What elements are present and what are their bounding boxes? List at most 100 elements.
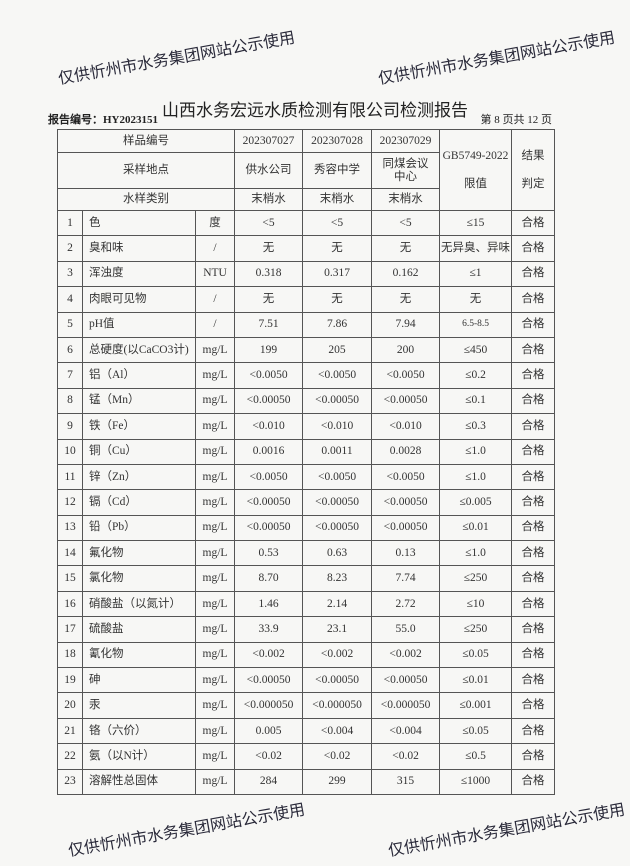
limit-value: ≤0.05 <box>439 641 513 669</box>
result-value: 合格 <box>511 489 556 516</box>
sample-value: <0.010 <box>234 413 304 440</box>
table-row: 5 pH值/7.51 7.86 7.94 6.5-8.5 合格 <box>57 311 556 338</box>
item-name: 镉（Cd） <box>82 489 196 516</box>
result-value: 合格 <box>511 768 556 795</box>
limit-header: GB5749-2022 限值 <box>439 129 513 211</box>
sample-value: <0.010 <box>371 413 441 440</box>
sample-value: 205 <box>302 336 373 364</box>
sample-value: <0.02 <box>234 743 304 770</box>
item-unit: mg/L <box>194 514 236 542</box>
sample-value: 0.53 <box>234 540 304 567</box>
item-number: 1 <box>57 209 83 237</box>
item-name: 铁（Fe） <box>82 413 196 440</box>
sample-value: 7.51 <box>234 311 304 338</box>
sample-value: 8.23 <box>302 565 373 592</box>
header-row-sample-no: 样品编号 202307027 202307028 202307029 GB574… <box>56 129 556 211</box>
item-number: 20 <box>57 692 83 719</box>
limit-value: 无 <box>439 286 513 313</box>
item-name: 总硬度(以CaCO3计) <box>82 336 196 364</box>
limit-value: 无异臭、异味 <box>439 235 513 262</box>
result-value: 合格 <box>511 641 556 669</box>
sample-value: 7.74 <box>371 565 441 592</box>
table-row: 3 浑浊度 NTU 0.318 0.317 0.162 ≤1 合格 <box>57 260 556 288</box>
sample-value: 无 <box>234 286 304 313</box>
watermark: 仅供忻州市水务集团网站公示使用 <box>376 27 617 89</box>
sample-value: 0.63 <box>302 540 373 567</box>
item-name: 铅（Pb） <box>82 514 196 542</box>
table-row: 4 肉眼可见物 / 无无无无合格 <box>57 286 556 313</box>
sample-value: <0.00050 <box>302 387 373 415</box>
result-value: 合格 <box>511 235 556 262</box>
item-number: 17 <box>57 616 83 643</box>
item-unit: mg/L <box>194 489 236 516</box>
watermark: 仅供忻州市水务集团网站公示使用 <box>56 27 297 89</box>
item-unit: mg/L <box>194 717 236 745</box>
sample-value: <0.00050 <box>302 489 373 516</box>
limit-value: ≤250 <box>439 565 513 592</box>
result-value: 合格 <box>511 286 556 313</box>
item-name: 氯化物 <box>82 565 196 592</box>
result-value: 合格 <box>511 590 556 618</box>
item-unit: mg/L <box>194 463 236 491</box>
sample-value: <0.002 <box>302 641 373 669</box>
item-unit: mg/L <box>194 540 236 567</box>
sample-value: 1.46 <box>234 590 304 618</box>
table-row: 17 硫酸盐 mg/L 33.9 23.1 55.0 ≤250 合格 <box>57 616 556 643</box>
header-row-type: 水样类别 末梢水 末梢水 末梢水 <box>56 188 555 211</box>
sample-value: <0.002 <box>234 641 304 669</box>
watermark: 仅供忻州市水务集团网站公示使用 <box>66 799 307 860</box>
result-value: 合格 <box>511 743 556 770</box>
item-number: 16 <box>57 590 83 618</box>
sample-value: <0.00050 <box>371 489 441 516</box>
sample-value: <0.00050 <box>234 667 304 694</box>
result-value: 合格 <box>511 667 556 694</box>
table-row: 11 锌（Zn） mg/L <0.0050 <0.0050 <0.0050 ≤1.0 合格 <box>57 463 556 491</box>
sample-value: 199 <box>234 336 304 364</box>
item-name: 溶解性总固体 <box>82 768 196 795</box>
limit-value: 6.5-8.5 <box>439 311 513 338</box>
water-quality-table: 样品编号 202307027 202307028 202307029 GB574… <box>56 129 556 795</box>
limit-value: ≤1 <box>439 260 513 288</box>
item-unit: mg/L <box>194 413 236 440</box>
item-number: 2 <box>57 235 83 262</box>
item-unit: mg/L <box>194 590 236 618</box>
table-row: 23 溶解性总固体 mg/L 284 299 315 ≤1000 合格 <box>57 768 556 795</box>
item-name: 色 <box>82 209 196 237</box>
report-number: 报告编号：HY2023151 <box>48 114 158 126</box>
sample-value: <0.00050 <box>234 514 304 542</box>
sample-value: 0.0011 <box>302 438 373 465</box>
item-unit: mg/L <box>194 565 236 592</box>
table-row: 22 氨（以N计） mg/L <0.02 <0.02 <0.02 ≤0.5 合格 <box>57 743 556 770</box>
limit-value: ≤1.0 <box>439 438 513 465</box>
item-number: 12 <box>57 489 83 516</box>
sample-value: <0.002 <box>371 641 441 669</box>
sample-value: 33.9 <box>234 616 304 643</box>
item-number: 10 <box>57 438 83 465</box>
item-name: 氰化物 <box>82 641 196 669</box>
item-unit: / <box>194 311 236 338</box>
sample-value: <0.0050 <box>302 463 373 491</box>
table-row: 15 氯化物 mg/L 8.70 8.23 7.74 ≤250 合格 <box>57 565 556 592</box>
item-number: 22 <box>57 743 83 770</box>
table-row: 12 镉（Cd） mg/L <0.00050 <0.00050 <0.00050 ≤0.00… <box>57 489 556 516</box>
table-row: 8 锰（Mn） mg/L <0.00050 <0.00050 <0.00050 ≤0.1 合格 <box>57 387 556 415</box>
item-unit: mg/L <box>194 641 236 669</box>
sample-value: 55.0 <box>371 616 441 643</box>
sample-value: <5 <box>371 209 441 237</box>
item-name: 硝酸盐（以氮计） <box>82 590 196 618</box>
site: 秀容中学 <box>302 152 373 189</box>
item-number: 11 <box>57 463 83 491</box>
sample-value: 8.70 <box>234 565 304 592</box>
sample-value: <5 <box>234 209 304 237</box>
table-row: 2 臭和味 / 无无无无异臭、异味 合格 <box>57 235 556 262</box>
table-row: 19 砷 mg/L <0.00050 <0.00050 <0.00050 ≤0.01 合格 <box>57 667 556 694</box>
result-value: 合格 <box>511 387 556 415</box>
sample-value: <0.02 <box>302 743 373 770</box>
watermark: 仅供忻州市水务集团网站公示使用 <box>386 799 627 860</box>
limit-value: ≤0.2 <box>439 362 513 389</box>
result-value: 合格 <box>511 540 556 567</box>
sample-value: 无 <box>302 235 373 262</box>
sample-value: 0.317 <box>302 260 373 288</box>
limit-value: ≤0.5 <box>439 743 513 770</box>
sample-value: 0.318 <box>234 260 304 288</box>
